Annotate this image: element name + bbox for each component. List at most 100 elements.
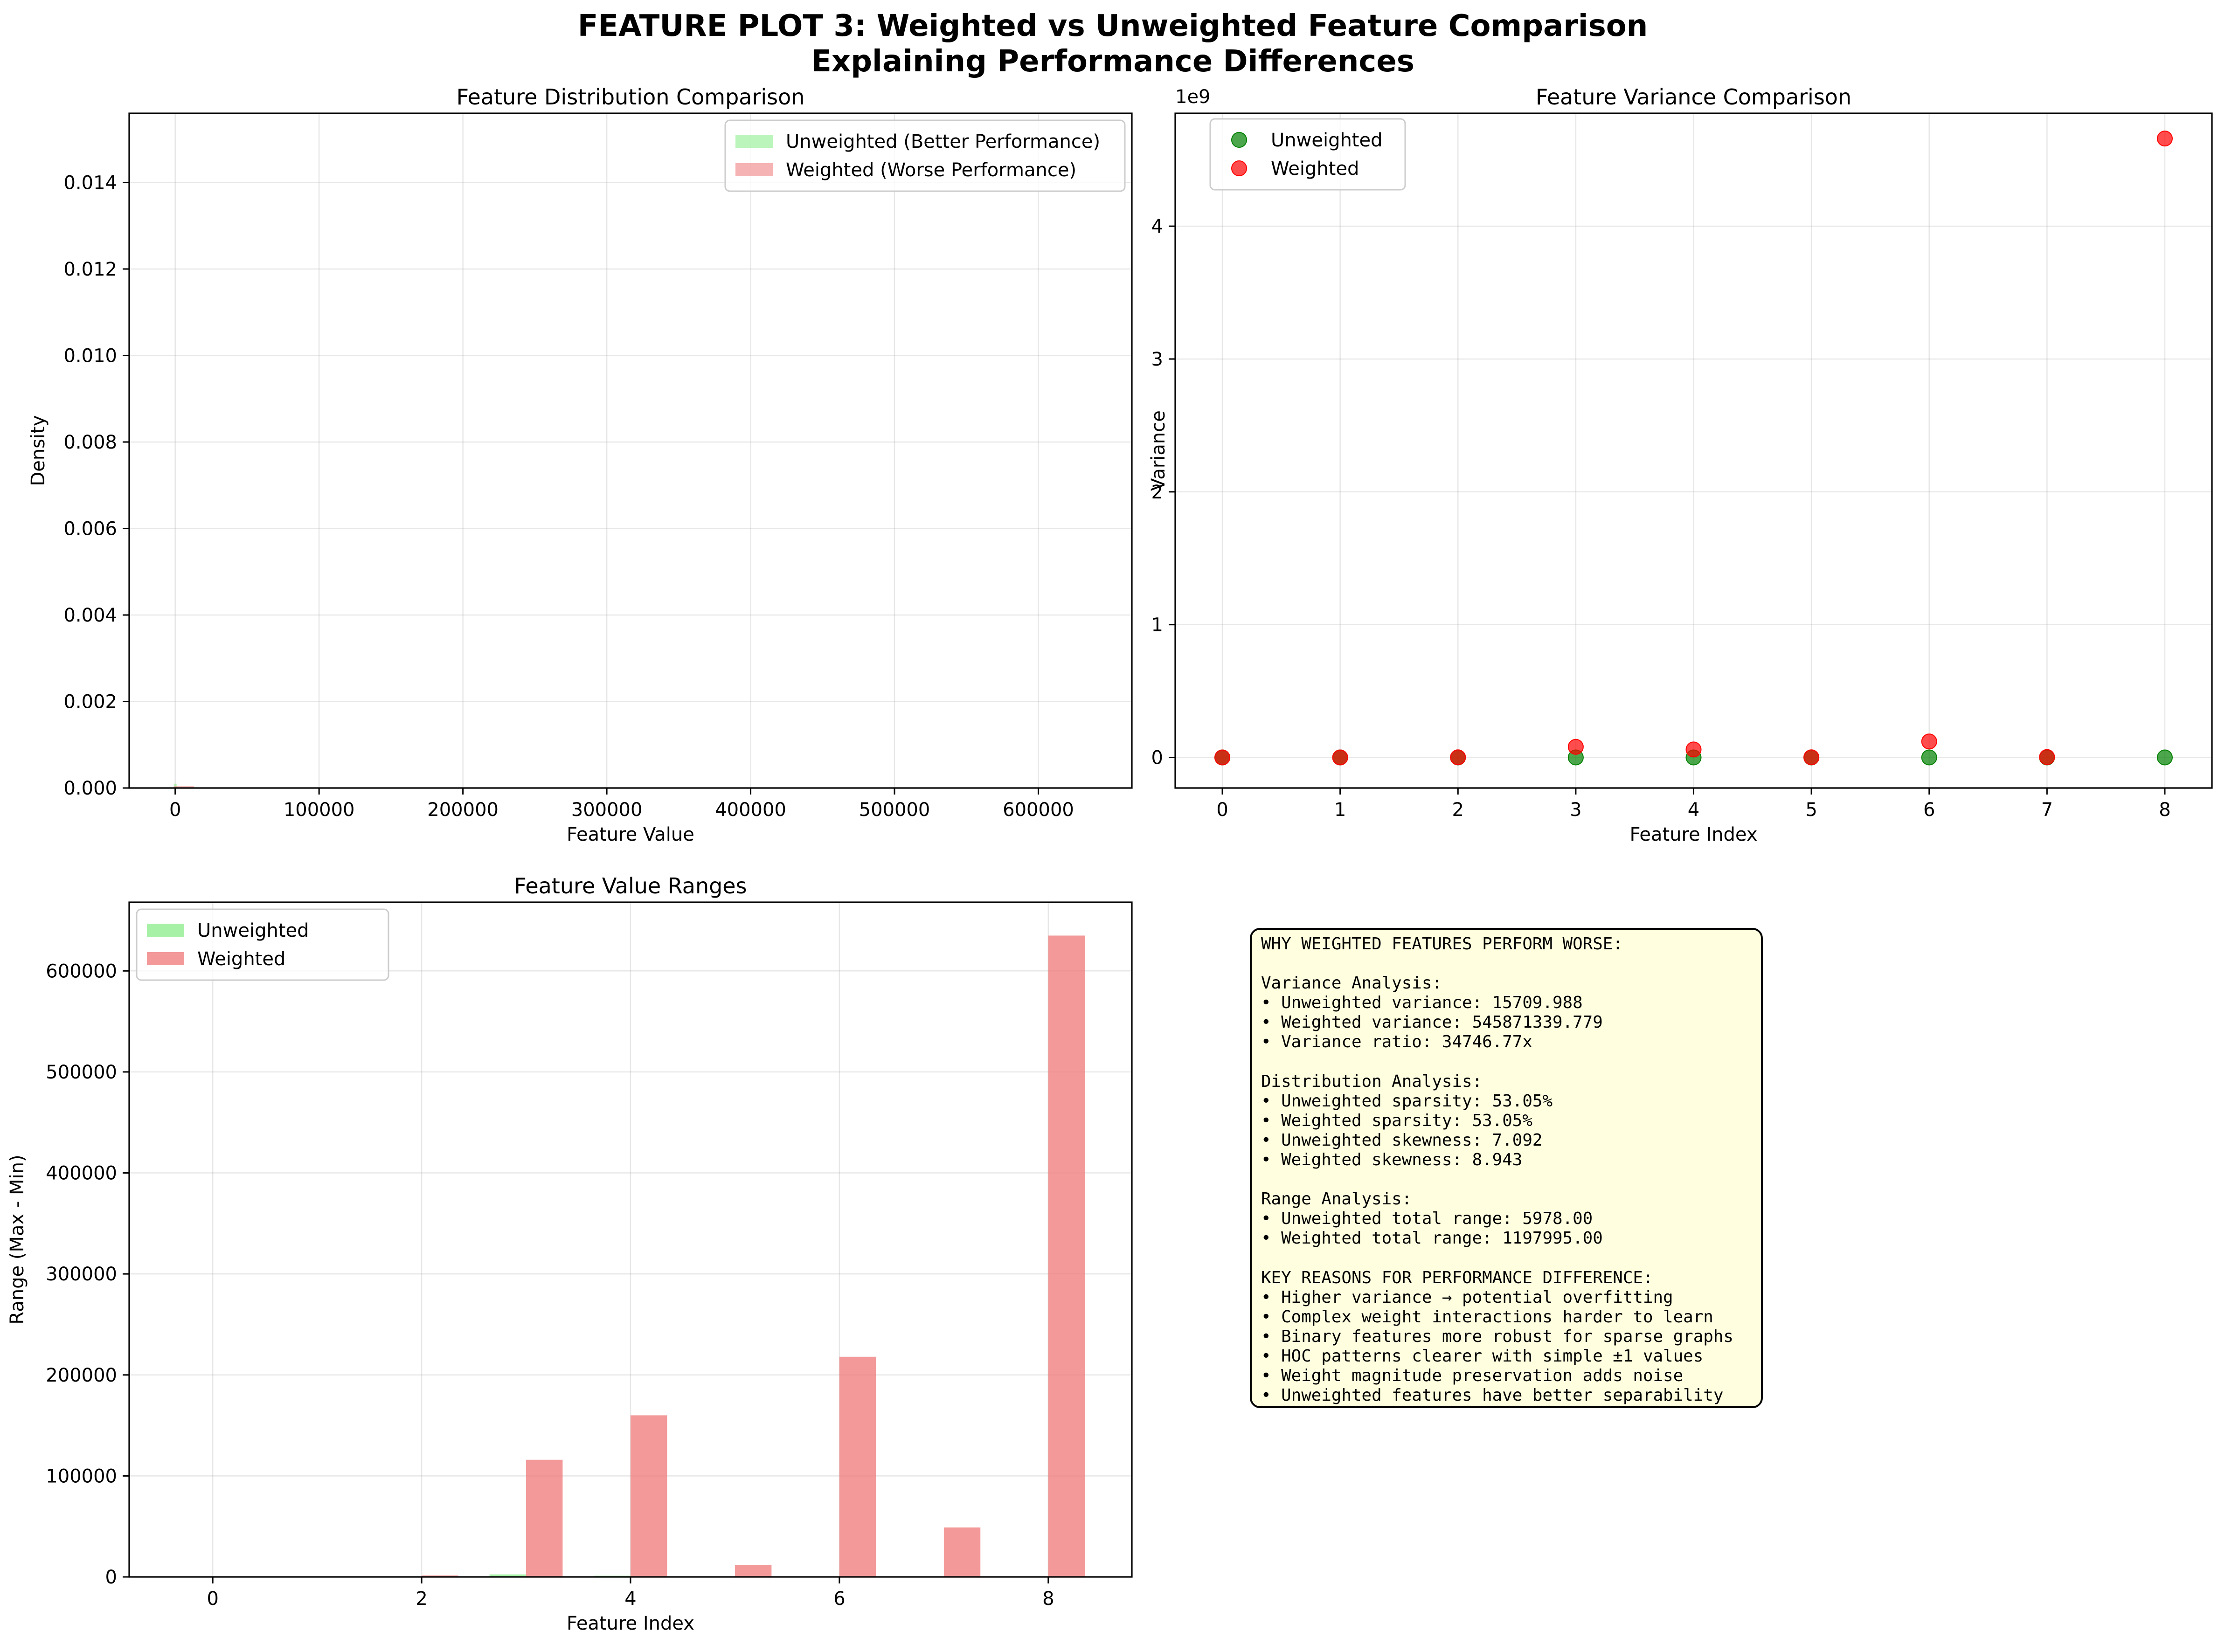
range-bar xyxy=(735,1565,772,1577)
legend-label: Weighted xyxy=(197,948,285,970)
x-tick-label: 300000 xyxy=(571,799,643,821)
note-line: WHY WEIGHTED FEATURES PERFORM WORSE: xyxy=(1261,934,1623,954)
legend-swatch xyxy=(147,924,184,937)
x-tick-label: 600000 xyxy=(1003,799,1074,821)
y-tick-label: 3 xyxy=(1151,349,1163,370)
x-tick-label: 8 xyxy=(1042,1588,1054,1610)
scatter-point xyxy=(1685,741,1702,758)
y-tick-label: 500000 xyxy=(46,1062,117,1083)
note-line: • Unweighted variance: 15709.988 xyxy=(1261,993,1583,1013)
x-axis-label: Feature Value xyxy=(567,824,694,845)
scatter-point xyxy=(1450,749,1466,766)
y-axis-label: Range (Max - Min) xyxy=(7,1154,28,1324)
x-tick-label: 0 xyxy=(207,1588,218,1610)
x-tick-label: 7 xyxy=(2041,799,2053,821)
scatter-point xyxy=(1567,739,1584,755)
y-tick-label: 0.012 xyxy=(63,259,117,280)
note-blank-line xyxy=(1261,1249,1754,1268)
scatter-point xyxy=(2156,131,2173,147)
distribution-chart: 0 100000 200000 300000 400000 500000 600000 0.0… xyxy=(28,84,1133,845)
scatter-point xyxy=(1332,749,1348,766)
legend-label: Unweighted xyxy=(197,920,309,941)
x-axis-label: Feature Index xyxy=(1630,824,1758,845)
y-axis-label: Density xyxy=(28,415,49,486)
y-tick-label: 1 xyxy=(1151,615,1163,636)
note-blank-line xyxy=(1261,954,1754,974)
y-tick-label: 0.004 xyxy=(63,605,117,626)
variance-chart: 0 1 2 3 4 5 6 7 8 0 1 2 3 4 Feature Variance Compariso… xyxy=(1148,84,2213,845)
chart-title: Feature Value Ranges xyxy=(514,873,747,899)
note-line: • Complex weight interactions harder to … xyxy=(1261,1307,1713,1327)
scatter-point xyxy=(1921,733,1937,750)
note-line: • Weighted variance: 545871339.779 xyxy=(1261,1013,1603,1032)
axes-frame xyxy=(128,112,1133,789)
legend-box xyxy=(1209,118,1406,191)
note-line: • Weighted sparsity: 53.05% xyxy=(1261,1111,1532,1130)
note-line: • Weighted skewness: 8.943 xyxy=(1261,1150,1523,1170)
range-bar xyxy=(422,1575,458,1577)
range-bar xyxy=(631,1415,667,1577)
x-tick-label: 0 xyxy=(1216,799,1228,821)
y-axis-offset-label: 1e9 xyxy=(1175,86,1211,108)
y-tick-label: 0.000 xyxy=(63,778,117,799)
range-bar xyxy=(839,1356,876,1577)
x-tick-label: 4 xyxy=(624,1588,636,1610)
y-tick-label: 0 xyxy=(105,1567,117,1588)
histogram-bar xyxy=(173,783,177,788)
x-tick-label: 1 xyxy=(1334,799,1346,821)
y-tick-label: 4 xyxy=(1151,216,1163,237)
x-tick-label: 500000 xyxy=(859,799,930,821)
x-tick-label: 5 xyxy=(1805,799,1817,821)
note-line: • Unweighted sparsity: 53.05% xyxy=(1261,1091,1553,1111)
y-axis-label: Variance xyxy=(1148,410,1169,491)
x-tick-label: 4 xyxy=(1688,799,1699,821)
y-tick-label: 400000 xyxy=(46,1163,117,1184)
x-axis-label: Feature Index xyxy=(567,1613,694,1634)
x-tick-label: 3 xyxy=(1570,799,1581,821)
note-line: • Weighted total range: 1197995.00 xyxy=(1261,1229,1603,1248)
figure-title-line1: FEATURE PLOT 3: Weighted vs Unweighted F… xyxy=(578,9,1648,43)
scatter-point xyxy=(1214,749,1231,766)
x-tick-label: 100000 xyxy=(284,799,355,821)
scatter-point xyxy=(1803,749,1820,766)
x-tick-label: 6 xyxy=(833,1588,845,1610)
note-line: Variance Analysis: xyxy=(1261,974,1442,993)
scatter-point xyxy=(2039,749,2055,765)
y-tick-label: 0.014 xyxy=(63,172,117,194)
y-tick-label: 100000 xyxy=(46,1465,117,1487)
note-line: • Variance ratio: 34746.77x xyxy=(1261,1032,1532,1052)
legend-swatch xyxy=(147,952,184,965)
y-tick-label: 600000 xyxy=(46,961,117,982)
legend-box xyxy=(136,908,389,981)
range-bar xyxy=(943,1527,981,1577)
range-bar xyxy=(1048,935,1085,1577)
range-bar xyxy=(526,1459,563,1577)
histogram-bar xyxy=(173,786,194,788)
note-line: Range Analysis: xyxy=(1261,1189,1412,1209)
range-bar xyxy=(489,1574,527,1577)
x-tick-label: 200000 xyxy=(427,799,499,821)
x-tick-label: 0 xyxy=(169,799,181,821)
chart-title: Feature Distribution Comparison xyxy=(457,84,805,110)
x-tick-label: 400000 xyxy=(715,799,786,821)
y-tick-label: 0.008 xyxy=(63,432,117,453)
note-blank-line xyxy=(1261,1052,1754,1072)
note-line: • Unweighted skewness: 7.092 xyxy=(1261,1130,1543,1150)
y-tick-label: 0.006 xyxy=(63,518,117,539)
legend-marker xyxy=(1231,160,1247,176)
note-line: • HOC patterns clearer with simple ±1 va… xyxy=(1261,1346,1704,1366)
note-line: • Unweighted features have better separa… xyxy=(1261,1386,1724,1405)
y-tick-label: 0.010 xyxy=(63,345,117,366)
scatter-point xyxy=(1921,749,1937,766)
scatter-point xyxy=(2156,749,2173,766)
note-line: • Unweighted total range: 5978.00 xyxy=(1261,1209,1593,1229)
x-tick-label: 2 xyxy=(416,1588,427,1610)
legend-label: Unweighted (Better Performance) xyxy=(786,131,1100,152)
legend-label: Weighted xyxy=(1271,158,1359,180)
legend-label: Weighted (Worse Performance) xyxy=(786,159,1076,181)
ranges-chart: 0 2 4 6 8 0 100000 200000 300000 400000 500000 6000… xyxy=(7,873,1133,1634)
x-tick-label: 2 xyxy=(1452,799,1464,821)
note-line: Distribution Analysis: xyxy=(1261,1071,1483,1091)
y-tick-label: 0 xyxy=(1151,747,1163,768)
